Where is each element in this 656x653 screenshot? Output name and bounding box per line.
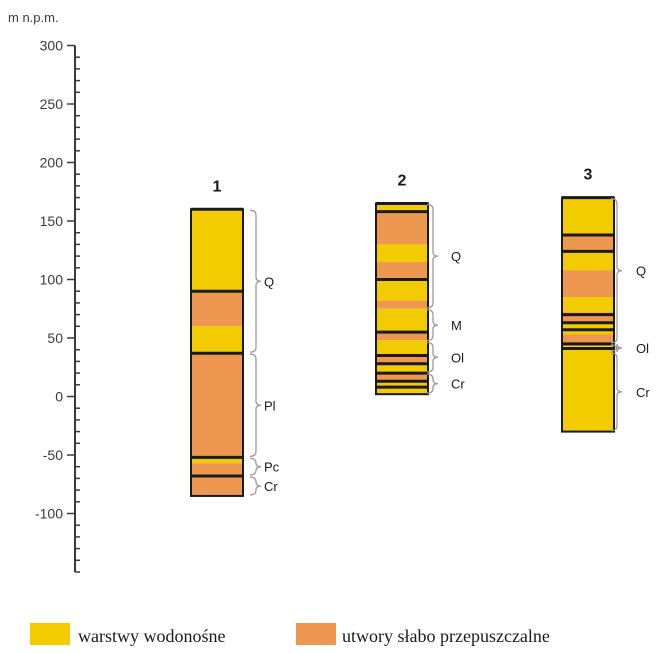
layer-aquitard [562,334,614,347]
layer-aquifer [562,346,614,432]
layer-aquifer [376,244,428,262]
unit-label-ol: Ol [451,350,464,365]
layer-aquifer [376,380,428,388]
unit-label-q: Q [636,264,646,279]
layer-aquitard [562,235,614,253]
axis-unit-label: m n.p.m. [8,10,59,25]
unit-bracket [426,341,439,373]
unit-bracket [249,457,262,476]
unit-bracket [426,203,439,309]
axis-tick-label: 150 [40,213,64,229]
unit-label-ol: Ol [636,341,649,356]
axis-tick-label: 300 [40,38,64,54]
layer-aquitard [562,270,614,298]
layer-aquitard [376,211,428,245]
column-label: 3 [584,167,593,184]
columns: 1 Q Pl Pc Cr 2 Q M Ol Cr 3 Q Ol Cr [190,167,650,497]
layer-aquitard [562,312,614,324]
layer-aquitard [191,291,243,327]
column-1: 1 Q Pl Pc Cr [190,178,280,497]
layer-aquifer [191,457,243,464]
column-3: 3 Q Ol Cr [561,167,650,433]
layer-aquitard [376,300,428,309]
column-label: 1 [213,178,222,195]
layer-aquifer [562,197,614,236]
unit-label-pl: Pl [264,398,276,413]
axis-tick-label: 0 [55,389,63,405]
layer-aquitard [376,355,428,365]
unit-label-cr: Cr [451,377,465,392]
unit-label-m: M [451,318,462,333]
column-label: 2 [398,172,407,189]
unit-bracket [426,373,439,394]
layer-aquifer [191,326,243,354]
axis-tick-label: 100 [40,272,64,288]
unit-bracket [426,309,439,342]
layer-aquifer [562,297,614,313]
unit-label-cr: Cr [264,479,278,494]
legend-swatch-aquitard [296,623,336,645]
unit-bracket [610,352,623,432]
axis-tick-label: 200 [40,155,64,171]
layer-aquifer [376,308,428,333]
layer-aquifer [376,340,428,356]
layer-aquitard [376,261,428,280]
legend-label-aquifer: warstwy wodonośne [78,626,225,646]
legend-swatch-aquifer [30,623,70,645]
layer-aquifer [562,252,614,271]
column-2: 2 Q M Ol Cr [375,172,465,396]
axis-tick-label: 50 [47,330,63,346]
unit-bracket [249,353,262,457]
legend: warstwy wodonośne utwory słabo przepuszc… [30,623,550,646]
layer-aquitard [191,463,243,496]
unit-label-cr: Cr [636,385,650,400]
legend-label-aquitard: utwory słabo przepuszczalne [342,626,550,646]
unit-label-q: Q [264,274,274,289]
elevation-axis: 300 250 200 150 100 50 0 -50 -100 [35,38,80,573]
unit-bracket [249,476,262,496]
unit-bracket [610,343,623,352]
axis-tick-label: -50 [43,447,63,463]
axis-tick-label: 250 [40,96,64,112]
layer-aquitard [191,353,243,458]
layer-aquifer [376,279,428,301]
unit-label-pc: Pc [264,460,280,475]
unit-bracket [610,197,623,344]
axis-tick-label: -100 [35,506,63,522]
unit-bracket [249,209,262,353]
layer-aquitard [376,373,428,381]
layer-aquifer [376,364,428,374]
layer-aquifer [376,203,428,212]
layer-aquifer [191,209,243,292]
layer-aquitard [376,332,428,341]
unit-label-q: Q [451,249,461,264]
layer-aquifer [376,387,428,395]
